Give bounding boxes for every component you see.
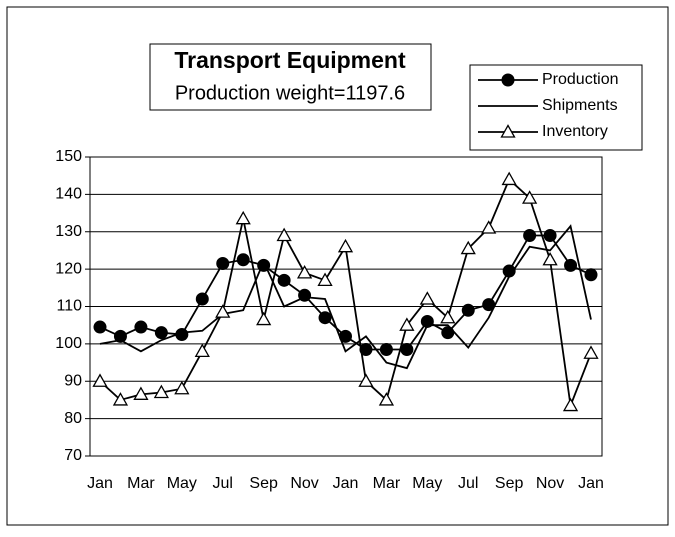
data-point	[564, 258, 578, 272]
chart-title: Transport Equipment	[174, 47, 406, 73]
x-tick-label: Jul	[213, 475, 233, 492]
y-tick-label: 130	[55, 223, 82, 240]
x-tick-label: Nov	[536, 475, 564, 492]
data-point	[379, 342, 393, 356]
x-tick-label: May	[167, 475, 197, 492]
data-point	[317, 272, 333, 286]
data-point	[216, 257, 230, 271]
x-tick-label: Mar	[373, 475, 401, 492]
data-point	[195, 292, 209, 306]
data-point	[236, 253, 250, 267]
data-point	[153, 384, 169, 399]
data-point	[378, 392, 395, 406]
x-tick-label: Sep	[495, 475, 524, 492]
x-tick-label: Jan	[87, 475, 113, 492]
data-point	[543, 228, 557, 242]
data-point	[134, 320, 148, 334]
data-point	[542, 251, 558, 266]
y-tick-label: 110	[56, 298, 82, 315]
data-point	[276, 227, 292, 242]
data-point	[440, 309, 456, 324]
data-point	[460, 240, 476, 255]
data-point	[501, 171, 517, 186]
data-point	[113, 329, 127, 343]
legend-label: Production	[542, 71, 619, 88]
x-tick-label: May	[412, 475, 442, 492]
y-tick-label: 150	[55, 148, 82, 165]
data-point	[584, 268, 598, 282]
y-tick-label: 80	[64, 410, 82, 427]
data-point	[522, 190, 538, 204]
chart-subtitle: Production weight=1197.6	[175, 82, 405, 104]
data-point	[419, 291, 435, 305]
data-point	[481, 220, 497, 234]
y-tick-label: 120	[55, 260, 82, 277]
x-tick-label: Jan	[578, 475, 604, 492]
data-point	[235, 210, 251, 225]
data-point	[174, 380, 190, 395]
data-point	[502, 264, 516, 278]
data-point	[358, 373, 374, 387]
data-point	[359, 342, 373, 356]
data-point	[583, 345, 599, 359]
data-point	[562, 397, 579, 412]
data-point	[337, 238, 354, 253]
data-point	[215, 304, 231, 318]
data-point	[420, 314, 434, 328]
legend-marker	[500, 124, 516, 138]
data-point	[256, 311, 272, 326]
y-tick-label: 70	[64, 447, 82, 464]
data-point	[154, 326, 168, 340]
data-point	[482, 298, 496, 312]
data-point	[298, 288, 312, 302]
x-tick-label: Sep	[249, 475, 278, 492]
data-point	[523, 228, 537, 242]
data-point	[318, 311, 332, 325]
legend-marker	[501, 73, 515, 87]
data-point	[133, 386, 149, 400]
data-point	[339, 329, 352, 343]
data-point	[296, 265, 313, 279]
y-tick-label: 100	[55, 335, 82, 352]
data-point	[399, 317, 415, 331]
x-tick-label: Jul	[458, 475, 478, 492]
data-point	[93, 320, 107, 334]
plot-area	[89, 156, 603, 457]
data-point	[400, 342, 414, 356]
title-box	[149, 43, 432, 111]
y-tick-label: 90	[64, 372, 82, 389]
legend-label: Shipments	[542, 97, 618, 114]
y-tick-label: 140	[55, 186, 82, 203]
data-point	[175, 328, 189, 342]
x-tick-label: Mar	[127, 475, 155, 492]
data-point	[277, 273, 291, 287]
x-tick-label: Nov	[290, 475, 318, 492]
data-point	[112, 392, 129, 406]
data-point	[441, 326, 455, 340]
data-point	[194, 343, 210, 357]
legend-label: Inventory	[542, 123, 608, 140]
data-point	[92, 373, 108, 387]
data-point	[461, 303, 475, 317]
data-point	[257, 258, 271, 272]
x-tick-label: Jan	[333, 475, 359, 492]
